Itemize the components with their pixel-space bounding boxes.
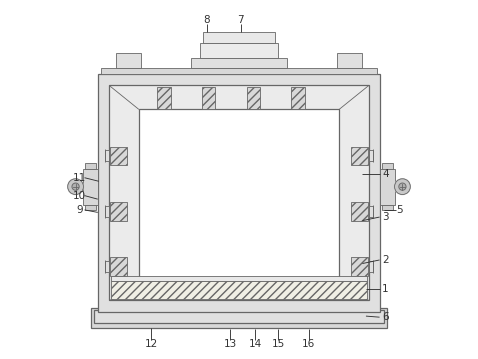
Bar xyxy=(105,261,109,272)
Bar xyxy=(337,52,362,67)
Text: 9: 9 xyxy=(76,205,83,215)
Bar xyxy=(111,281,367,299)
Bar xyxy=(85,205,96,210)
Bar xyxy=(91,308,387,328)
Bar xyxy=(369,150,373,162)
Bar xyxy=(98,74,380,312)
Bar xyxy=(139,109,339,290)
Bar xyxy=(101,67,377,74)
Text: 11: 11 xyxy=(73,173,87,183)
Text: 3: 3 xyxy=(382,212,389,222)
Bar xyxy=(109,85,369,300)
Bar xyxy=(94,310,384,322)
Text: 4: 4 xyxy=(382,169,389,179)
Bar xyxy=(157,87,171,109)
Text: 14: 14 xyxy=(249,339,262,349)
Bar xyxy=(85,163,96,169)
Bar xyxy=(84,169,98,205)
Bar xyxy=(350,202,368,221)
Bar xyxy=(110,146,128,165)
Bar xyxy=(105,206,109,217)
Text: 15: 15 xyxy=(272,339,285,349)
Bar xyxy=(369,261,373,272)
Circle shape xyxy=(399,183,406,190)
Bar xyxy=(110,257,128,276)
Bar xyxy=(111,276,367,281)
Text: 2: 2 xyxy=(382,255,389,265)
Text: 5: 5 xyxy=(397,205,403,215)
Bar xyxy=(380,169,394,205)
Bar xyxy=(369,206,373,217)
Bar xyxy=(105,150,109,162)
Bar xyxy=(203,32,275,42)
Text: 6: 6 xyxy=(382,312,389,322)
Circle shape xyxy=(68,179,84,195)
Bar xyxy=(191,57,287,67)
Bar xyxy=(382,205,393,210)
Bar xyxy=(202,87,216,109)
Bar xyxy=(116,52,141,67)
Bar xyxy=(350,257,368,276)
Circle shape xyxy=(72,183,79,190)
Bar xyxy=(291,87,305,109)
Bar xyxy=(247,87,260,109)
Bar xyxy=(350,146,368,165)
Circle shape xyxy=(394,179,410,195)
Text: 16: 16 xyxy=(302,339,315,349)
Text: 7: 7 xyxy=(238,15,244,25)
Text: 13: 13 xyxy=(223,339,237,349)
Text: 8: 8 xyxy=(204,15,210,25)
Text: 12: 12 xyxy=(145,339,158,349)
Bar xyxy=(200,42,278,57)
Bar xyxy=(110,202,128,221)
Bar xyxy=(382,163,393,169)
Text: 1: 1 xyxy=(382,284,389,294)
Text: 10: 10 xyxy=(73,191,87,201)
